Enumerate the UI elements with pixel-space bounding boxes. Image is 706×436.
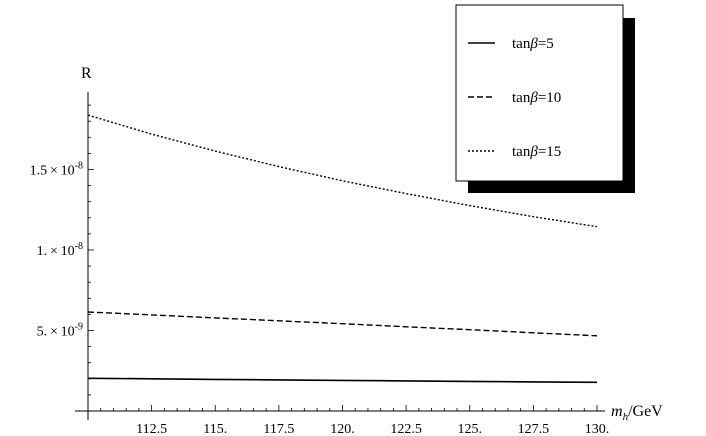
legend-box bbox=[455, 4, 624, 182]
x-tick-label: 112.5 bbox=[136, 422, 167, 436]
series-line-3 bbox=[87, 114, 598, 228]
y-axis-label: R bbox=[81, 65, 92, 82]
legend: tanβ=5 tanβ=10 tanβ=15 bbox=[455, 4, 635, 193]
legend-label-3: tanβ=15 bbox=[512, 144, 561, 160]
x-tick-label: 125. bbox=[458, 422, 483, 436]
x-tick-label: 127.5 bbox=[518, 422, 550, 436]
x-tick-label: 130. bbox=[585, 422, 610, 436]
y-tick-label: 5. × 10-9 bbox=[37, 322, 83, 340]
x-tick-label: 122.5 bbox=[390, 422, 422, 436]
series-line-2 bbox=[87, 311, 598, 337]
series-layer bbox=[87, 114, 598, 384]
legend-label-2: tanβ=10 bbox=[512, 90, 561, 106]
y-tick-label: 1.5 × 10-8 bbox=[30, 161, 83, 179]
x-tick-label: 115. bbox=[203, 422, 227, 436]
axes: 112.5 115. 117.5 120. 122.5 125. 127.5 130. 5. ×… bbox=[30, 65, 664, 436]
x-tick-label: 120. bbox=[330, 422, 355, 436]
x-axis-label: mh/GeV bbox=[611, 403, 663, 423]
y-tick-label: 1. × 10-8 bbox=[37, 241, 83, 259]
x-tick-label: 117.5 bbox=[263, 422, 294, 436]
legend-label-1: tanβ=5 bbox=[512, 36, 554, 52]
series-line-1 bbox=[87, 377, 598, 384]
